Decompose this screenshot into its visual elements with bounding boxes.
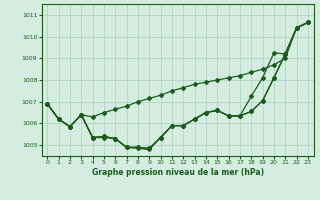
X-axis label: Graphe pression niveau de la mer (hPa): Graphe pression niveau de la mer (hPa) bbox=[92, 168, 264, 177]
